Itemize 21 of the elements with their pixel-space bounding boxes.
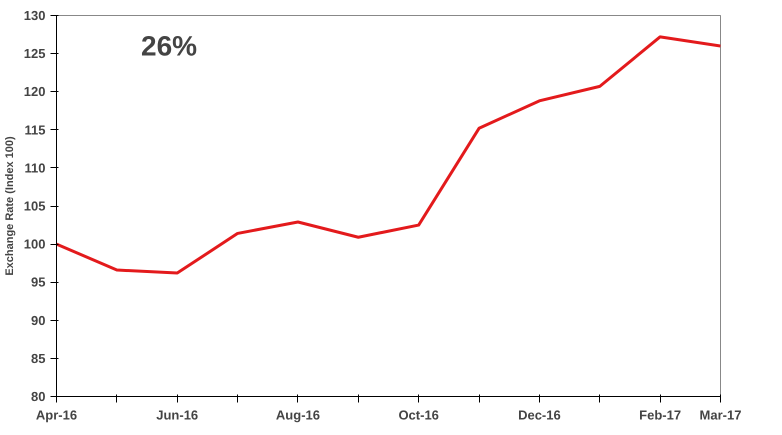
y-axis-title: Exchange Rate (Index 100) <box>4 136 16 276</box>
y-tick-label: 105 <box>24 198 46 214</box>
y-tick-label: 85 <box>31 350 46 366</box>
y-tick-label: 95 <box>31 274 46 290</box>
x-tick-label: Aug-16 <box>276 408 320 422</box>
x-tick-label: Apr-16 <box>36 408 78 422</box>
y-tick-label: 115 <box>24 122 46 138</box>
x-tick-label: Oct-16 <box>398 408 439 422</box>
y-tick-label: 120 <box>24 84 46 100</box>
x-tick-label: Feb-17 <box>639 408 682 422</box>
y-tick-label: 110 <box>24 160 46 176</box>
annotation: 26% <box>141 30 198 62</box>
x-tick-label: Dec-16 <box>518 408 561 422</box>
x-tick-label: Mar-17 <box>700 408 742 422</box>
y-tick-label: 90 <box>31 312 46 328</box>
line-series <box>56 35 720 275</box>
y-tick-label: 130 <box>24 8 46 23</box>
y-tick-label: 80 <box>31 389 46 404</box>
y-tick-label: 100 <box>24 236 46 252</box>
x-tick-label: Jun-16 <box>156 408 198 422</box>
y-tick-label: 125 <box>24 46 46 62</box>
